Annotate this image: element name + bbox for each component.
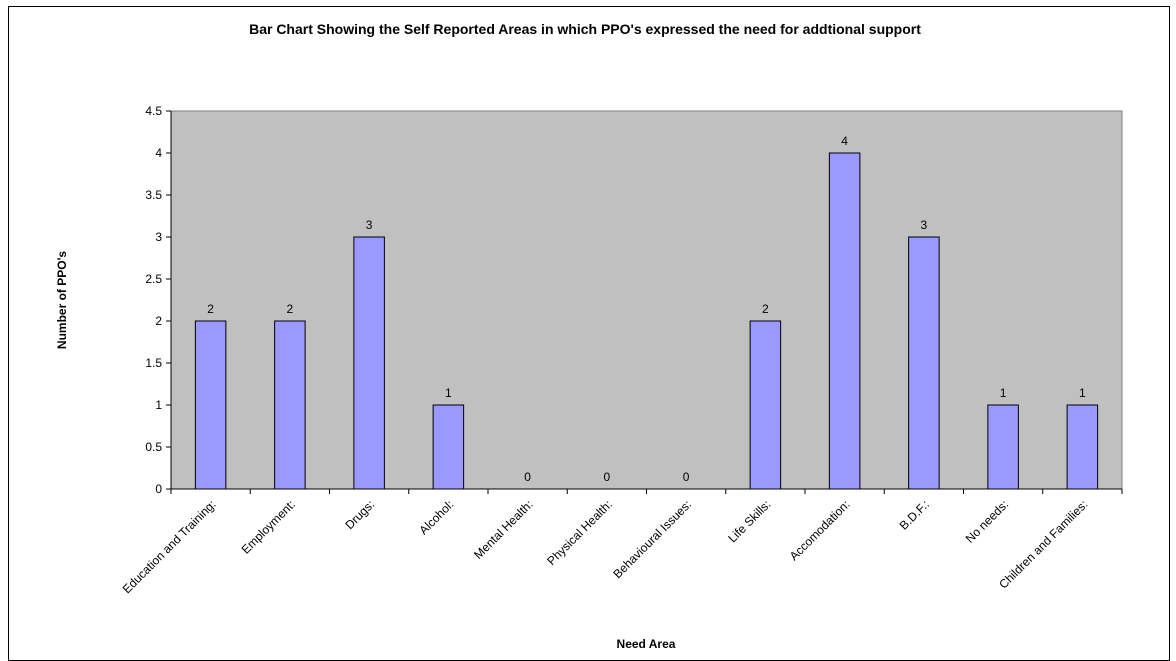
y-tick-label: 1 xyxy=(155,398,162,412)
x-axis-ticks xyxy=(170,489,1123,494)
category-label: Education and Training: xyxy=(120,497,219,596)
category-label: Mental Health: xyxy=(471,497,536,562)
plot-area xyxy=(170,110,1123,490)
data-label: 4 xyxy=(841,134,848,148)
y-axis-ticks: 0 0.5 1 1.5 2 2.5 3 3.5 4 4.5 xyxy=(145,104,171,496)
chart-title: Bar Chart Showing the Self Reported Area… xyxy=(249,21,921,37)
data-label: 3 xyxy=(921,218,928,232)
category-label: Life Skills: xyxy=(725,497,773,545)
y-tick-label: 2 xyxy=(155,314,162,328)
y-axis-label: Number of PPO's xyxy=(55,251,69,350)
category-label: B.D.F.: xyxy=(897,497,932,532)
y-tick-label: 1.5 xyxy=(145,356,162,370)
category-label: Accomodation: xyxy=(787,497,853,563)
y-tick-label: 3 xyxy=(155,230,162,244)
y-tick-label: 0 xyxy=(155,482,162,496)
category-label: No needs: xyxy=(963,497,1012,546)
bar xyxy=(749,320,782,490)
category-label: Behavioural Issues: xyxy=(610,497,694,581)
y-tick-label: 4.5 xyxy=(145,104,162,118)
data-labels: 2 2 3 1 0 0 0 2 4 3 1 1 xyxy=(207,134,1086,484)
bar xyxy=(432,404,465,490)
bar xyxy=(828,152,861,490)
category-label: Children and Families: xyxy=(996,497,1090,591)
data-label: 0 xyxy=(604,470,611,484)
bar xyxy=(987,404,1019,490)
data-label: 1 xyxy=(445,386,452,400)
category-label: Employment: xyxy=(239,497,298,556)
bar xyxy=(1066,404,1099,490)
y-tick-label: 4 xyxy=(155,146,162,160)
data-label: 1 xyxy=(1079,386,1086,400)
category-label: Drugs: xyxy=(342,497,377,532)
category-labels: Education and Training: Employment: Drugs:… xyxy=(120,497,1091,596)
y-tick-label: 3.5 xyxy=(145,188,162,202)
y-tick-label: 0.5 xyxy=(145,440,162,454)
bars xyxy=(194,152,1099,490)
data-label: 2 xyxy=(287,302,294,316)
data-label: 2 xyxy=(207,302,214,316)
bar xyxy=(274,320,306,490)
data-label: 0 xyxy=(683,470,690,484)
bar xyxy=(194,320,227,490)
data-label: 2 xyxy=(762,302,769,316)
category-label: Physical Health: xyxy=(544,497,615,568)
data-label: 3 xyxy=(366,218,373,232)
bar xyxy=(353,236,385,490)
category-label: Alcohol: xyxy=(416,497,456,537)
bar xyxy=(908,236,940,490)
y-tick-label: 2.5 xyxy=(145,272,162,286)
data-label: 1 xyxy=(1000,386,1007,400)
x-axis-label: Need Area xyxy=(617,637,676,651)
data-label: 0 xyxy=(524,470,531,484)
